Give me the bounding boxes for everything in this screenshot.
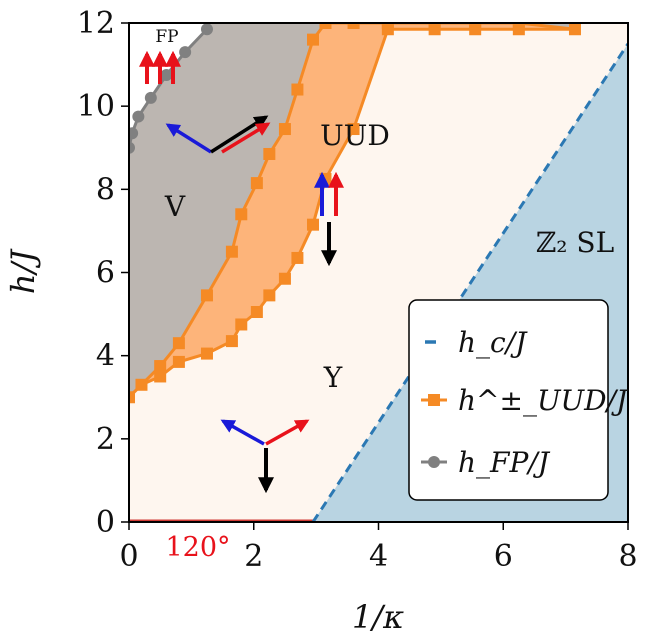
- legend-label-fp: h_FP/J: [458, 446, 551, 479]
- x-axis-label: 1/κ: [352, 598, 404, 636]
- fp-marker: [132, 110, 145, 123]
- uud-marker: [225, 245, 238, 258]
- y-label: Y: [323, 361, 343, 394]
- y-tick-label: 4: [96, 339, 115, 374]
- uud-marker: [291, 251, 304, 264]
- x-tick-label: 2: [244, 539, 263, 574]
- x-tick-label: 0: [119, 539, 138, 574]
- uud-marker: [135, 378, 148, 391]
- series-layer: [129, 23, 628, 522]
- y-arrows: [220, 419, 310, 494]
- uud-marker: [381, 23, 394, 36]
- legend-entry-hc: h_c/J: [425, 326, 528, 359]
- deg120-label: 120°: [165, 532, 230, 563]
- x-tick-label: 6: [494, 539, 513, 574]
- y-tick-label: 2: [96, 422, 115, 457]
- fp-marker: [144, 91, 157, 104]
- fp-marker: [129, 141, 135, 154]
- fp-arrows: [139, 50, 181, 84]
- uud-marker: [307, 218, 320, 231]
- fp-marker: [160, 68, 173, 81]
- y-tick-label: 0: [96, 505, 115, 540]
- uud-arrows: [314, 171, 344, 267]
- uud-marker: [129, 391, 135, 404]
- uud-marker: [235, 208, 248, 221]
- uud-label: UUD: [320, 119, 390, 152]
- y-axis-label: h/J: [4, 248, 42, 294]
- legend-label-hc: h_c/J: [458, 326, 528, 359]
- uud-marker: [154, 370, 167, 383]
- y-tick-label: 12: [77, 6, 115, 41]
- fp-marker: [200, 23, 213, 36]
- fp-marker: [179, 46, 192, 59]
- x-tick-label: 4: [369, 539, 388, 574]
- uud-marker: [263, 289, 276, 302]
- v-label: V: [164, 190, 186, 223]
- legend-label-uud: h^±_UUD/J: [458, 384, 629, 417]
- x-tick-label: 8: [618, 539, 637, 574]
- uud-marker: [250, 306, 263, 319]
- uud-marker: [469, 23, 482, 36]
- legend: h_c/J h^±_UUD/J h_FP/J: [408, 299, 629, 501]
- uud-marker: [347, 23, 360, 29]
- uud-marker: [200, 289, 213, 302]
- uud-marker: [291, 83, 304, 96]
- legend-entry-fp: h_FP/J: [421, 446, 551, 479]
- fp-marker: [129, 127, 139, 140]
- fp-label: FP: [155, 27, 178, 47]
- ticks: 0 2 4 6 8 0 2 4 6 8 10 12: [77, 6, 638, 574]
- uud-marker: [172, 337, 185, 350]
- uud-marker: [319, 23, 332, 29]
- uud-marker: [278, 272, 291, 285]
- v-arrows: [165, 115, 271, 154]
- uud-marker: [512, 23, 525, 36]
- z2-sl-label: ℤ₂ SL: [536, 226, 614, 259]
- uud-marker: [235, 318, 248, 331]
- uud-marker: [200, 347, 213, 360]
- legend-box: [408, 299, 609, 501]
- hc-line: [311, 42, 628, 522]
- uud-region: [129, 23, 575, 398]
- uud-marker: [347, 123, 360, 136]
- y-tick-label: 8: [96, 172, 115, 207]
- uud-marker: [307, 33, 320, 46]
- uud-marker: [154, 360, 167, 373]
- uud-marker: [225, 335, 238, 348]
- uud-marker: [263, 147, 276, 160]
- y-tick-label: 10: [77, 89, 115, 124]
- uud-marker: [278, 123, 291, 136]
- uud-marker: [250, 177, 263, 190]
- v-region: [129, 23, 575, 398]
- uud-marker: [172, 355, 185, 368]
- uud-marker: [568, 23, 581, 36]
- y-tick-label: 6: [96, 256, 115, 291]
- legend-entry-uud: h^±_UUD/J: [421, 384, 629, 417]
- uud-marker: [428, 23, 441, 36]
